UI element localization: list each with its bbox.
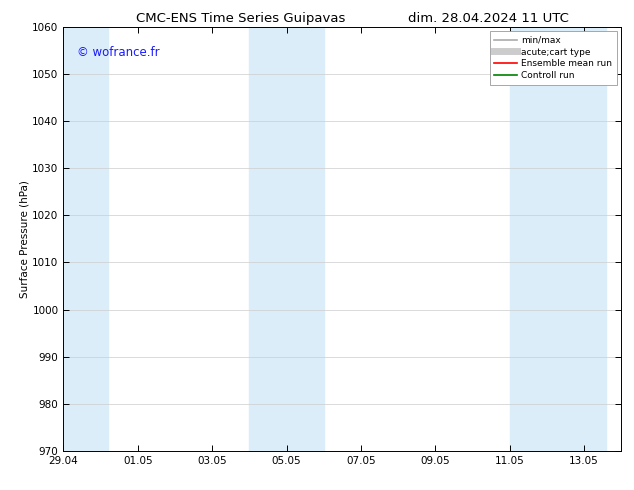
Bar bbox=[510, 27, 607, 451]
Bar bbox=[63, 27, 108, 451]
Text: dim. 28.04.2024 11 UTC: dim. 28.04.2024 11 UTC bbox=[408, 12, 569, 25]
Text: © wofrance.fr: © wofrance.fr bbox=[77, 46, 160, 59]
Text: CMC-ENS Time Series Guipavas: CMC-ENS Time Series Guipavas bbox=[136, 12, 346, 25]
Y-axis label: Surface Pressure (hPa): Surface Pressure (hPa) bbox=[20, 180, 30, 298]
Legend: min/max, acute;cart type, Ensemble mean run, Controll run: min/max, acute;cart type, Ensemble mean … bbox=[489, 31, 617, 85]
Bar bbox=[249, 27, 324, 451]
